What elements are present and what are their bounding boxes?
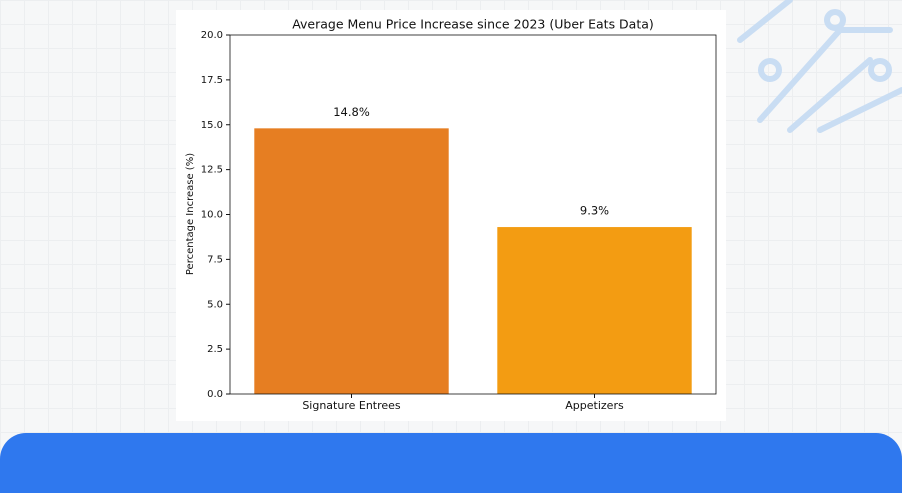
y-tick-label: 20.0 bbox=[201, 30, 223, 41]
y-tick-label: 15.0 bbox=[201, 120, 223, 131]
chart: Average Menu Price Increase since 2023 (… bbox=[185, 17, 717, 412]
y-tick-label: 2.5 bbox=[207, 344, 223, 355]
y-axis-label: Percentage Increase (%) bbox=[185, 153, 196, 275]
bar bbox=[254, 128, 449, 394]
footer-bar bbox=[0, 433, 902, 493]
plot-frame bbox=[229, 34, 717, 395]
chart-title: Average Menu Price Increase since 2023 (… bbox=[292, 17, 654, 32]
y-tick-label: 10.0 bbox=[201, 210, 223, 221]
y-tick-label: 12.5 bbox=[201, 165, 223, 176]
value-label: 9.3% bbox=[580, 204, 609, 218]
x-tick-label: Appetizers bbox=[565, 399, 624, 412]
y-tick-label: 0.0 bbox=[207, 389, 223, 400]
chart-panel: Average Menu Price Increase since 2023 (… bbox=[176, 10, 726, 421]
y-tick-label: 7.5 bbox=[207, 254, 223, 265]
x-tick-label: Signature Entrees bbox=[302, 399, 401, 412]
value-label: 14.8% bbox=[333, 105, 370, 119]
y-tick-label: 5.0 bbox=[207, 299, 223, 310]
bar bbox=[497, 227, 692, 394]
decoration bbox=[737, 0, 902, 133]
y-tick-label: 17.5 bbox=[201, 75, 223, 86]
